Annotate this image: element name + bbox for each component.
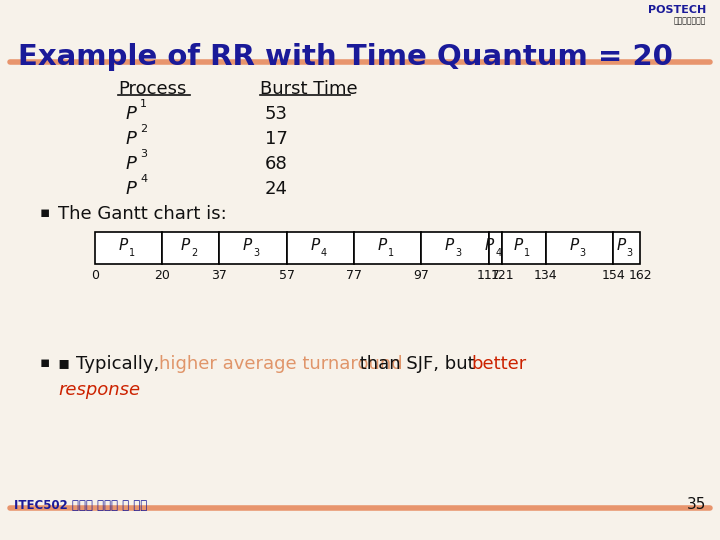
Bar bbox=[502, 232, 546, 264]
Text: P: P bbox=[126, 180, 137, 198]
Text: 134: 134 bbox=[534, 269, 557, 282]
Text: The Gantt chart is:: The Gantt chart is: bbox=[58, 205, 227, 223]
Text: P: P bbox=[181, 239, 190, 253]
Text: P: P bbox=[445, 239, 454, 253]
Text: ▪: ▪ bbox=[40, 355, 50, 370]
Text: 20: 20 bbox=[154, 269, 170, 282]
Text: 117: 117 bbox=[477, 269, 500, 282]
Text: 17: 17 bbox=[265, 130, 288, 148]
Text: 68: 68 bbox=[265, 155, 288, 173]
Text: ▪ Typically,: ▪ Typically, bbox=[58, 355, 165, 373]
Text: P: P bbox=[377, 239, 387, 253]
Bar bbox=[546, 232, 613, 264]
Text: 3: 3 bbox=[580, 248, 585, 258]
Text: 2: 2 bbox=[140, 124, 147, 134]
Text: 37: 37 bbox=[212, 269, 228, 282]
Text: 포항공과대학교: 포항공과대학교 bbox=[674, 16, 706, 25]
Bar bbox=[95, 232, 162, 264]
Text: 24: 24 bbox=[265, 180, 288, 198]
Bar bbox=[287, 232, 354, 264]
Text: 4: 4 bbox=[140, 174, 147, 184]
Text: 121: 121 bbox=[490, 269, 514, 282]
Text: P: P bbox=[485, 239, 495, 253]
Text: 1: 1 bbox=[524, 248, 530, 258]
Text: P: P bbox=[243, 239, 252, 253]
Text: 3: 3 bbox=[455, 248, 461, 258]
Bar bbox=[162, 232, 220, 264]
Text: P: P bbox=[126, 105, 137, 123]
Bar bbox=[421, 232, 489, 264]
Bar bbox=[489, 232, 502, 264]
Text: 35: 35 bbox=[687, 497, 706, 512]
Text: 4: 4 bbox=[320, 248, 327, 258]
Text: better: better bbox=[472, 355, 526, 373]
Text: P: P bbox=[570, 239, 578, 253]
Text: 162: 162 bbox=[628, 269, 652, 282]
Text: 57: 57 bbox=[279, 269, 294, 282]
Text: 1: 1 bbox=[387, 248, 394, 258]
Text: response: response bbox=[58, 381, 140, 399]
Text: 97: 97 bbox=[413, 269, 429, 282]
Text: 154: 154 bbox=[601, 269, 625, 282]
Text: 2: 2 bbox=[191, 248, 197, 258]
Text: 1: 1 bbox=[140, 99, 147, 109]
Text: than SJF, but: than SJF, but bbox=[354, 355, 481, 373]
Text: 77: 77 bbox=[346, 269, 362, 282]
Text: 3: 3 bbox=[626, 248, 633, 258]
Text: 3: 3 bbox=[253, 248, 259, 258]
Text: 1: 1 bbox=[129, 248, 135, 258]
Bar bbox=[354, 232, 421, 264]
Text: P: P bbox=[118, 239, 127, 253]
Text: Process: Process bbox=[118, 80, 186, 98]
Text: ▪: ▪ bbox=[40, 205, 50, 220]
Text: P: P bbox=[310, 239, 320, 253]
Text: 0: 0 bbox=[91, 269, 99, 282]
Text: P: P bbox=[126, 155, 137, 173]
Bar bbox=[220, 232, 287, 264]
Text: 4: 4 bbox=[495, 248, 501, 258]
Text: 3: 3 bbox=[140, 149, 147, 159]
Text: P: P bbox=[126, 130, 137, 148]
Text: ITEC502 컴퓨터 시스템 및 실습: ITEC502 컴퓨터 시스템 및 실습 bbox=[14, 499, 148, 512]
Text: P: P bbox=[513, 239, 523, 253]
Text: higher average turnaround: higher average turnaround bbox=[159, 355, 403, 373]
Text: Example of RR with Time Quantum = 20: Example of RR with Time Quantum = 20 bbox=[18, 43, 673, 71]
Text: P: P bbox=[616, 239, 626, 253]
Text: POSTECH: POSTECH bbox=[648, 5, 706, 15]
Bar bbox=[613, 232, 640, 264]
Text: 53: 53 bbox=[265, 105, 288, 123]
Text: Burst Time: Burst Time bbox=[260, 80, 358, 98]
